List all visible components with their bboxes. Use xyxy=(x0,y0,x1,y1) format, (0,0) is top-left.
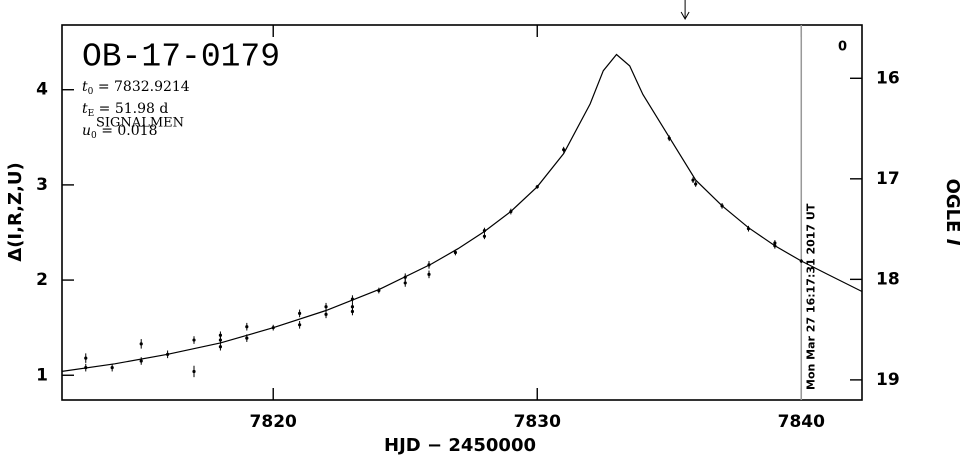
data-point xyxy=(218,338,223,342)
data-point xyxy=(192,338,196,342)
y-tick-label: 4 xyxy=(36,80,48,100)
data-point xyxy=(562,148,566,152)
param-text: = 51.98 d xyxy=(94,101,168,117)
data-point xyxy=(773,244,777,248)
param-sub: 0 xyxy=(88,87,94,97)
param-text: = 0.018 xyxy=(97,123,158,139)
chart-title: OB-17-0179 xyxy=(82,39,280,76)
x-tick-label: 7840 xyxy=(778,412,825,432)
data-point xyxy=(298,311,302,315)
data-point xyxy=(427,272,431,276)
y-tick-label: 2 xyxy=(36,270,48,290)
data-point xyxy=(691,178,695,182)
data-point xyxy=(84,356,88,360)
data-point xyxy=(245,325,249,329)
param-var: u xyxy=(82,123,91,139)
signal-label: SIGNALMEN xyxy=(96,116,184,131)
x-axis-label: HJD − 2450000 xyxy=(384,435,536,456)
y-axis-label: Δ(I,R,Z,U) xyxy=(5,162,26,261)
model-line xyxy=(62,53,862,372)
param-text: = 7832.9214 xyxy=(93,79,189,95)
data-point xyxy=(271,326,275,330)
y-tick-label: 1 xyxy=(36,365,48,385)
param-var: t xyxy=(82,79,88,95)
param: t0 = 7832.9214 xyxy=(82,79,190,97)
data-point xyxy=(192,369,196,374)
data-point xyxy=(139,342,143,346)
y2-tick-label: 18 xyxy=(876,269,900,289)
data-point xyxy=(350,309,355,314)
date-label: Mon Mar 27 16:17:31 2017 UT xyxy=(804,203,817,390)
data-point xyxy=(84,366,88,370)
data-point xyxy=(350,305,355,309)
data-point xyxy=(166,352,170,356)
data-point xyxy=(746,227,751,231)
data-point xyxy=(218,345,223,349)
param-var: t xyxy=(82,101,88,117)
plot-frame xyxy=(61,24,863,401)
data-point xyxy=(139,359,143,363)
data-point xyxy=(245,336,249,340)
data-point xyxy=(694,182,698,186)
y-tick-label: 3 xyxy=(36,175,48,195)
data-point xyxy=(482,234,487,238)
param-sub: E xyxy=(88,109,95,119)
y2-tick-label: 17 xyxy=(876,169,900,189)
data-point xyxy=(482,228,487,233)
x-tick-label: 7830 xyxy=(514,412,561,432)
data-point xyxy=(667,136,671,140)
corner-label: 0 xyxy=(838,40,847,55)
data-point xyxy=(377,288,381,293)
y2-label-italic: I xyxy=(942,239,963,246)
data-point xyxy=(218,333,223,337)
data-point xyxy=(298,323,302,327)
data-point xyxy=(403,281,407,285)
y2-axis-label: OGLE I xyxy=(942,179,963,246)
data-point xyxy=(110,366,114,370)
data-point xyxy=(799,259,803,263)
data-point xyxy=(720,204,724,208)
y2-label-text: OGLE xyxy=(942,179,963,239)
arrow-head xyxy=(680,11,690,21)
param: u0 = 0.018 xyxy=(82,123,157,141)
data-point xyxy=(403,275,407,279)
data-point xyxy=(453,250,457,255)
param-sub: 0 xyxy=(91,131,97,141)
data-point xyxy=(535,185,539,189)
data-point xyxy=(509,209,513,214)
x-tick-label: 7820 xyxy=(250,412,297,432)
data-point xyxy=(350,297,355,301)
y2-tick-label: 16 xyxy=(876,68,900,88)
data-point xyxy=(324,312,328,316)
data-point xyxy=(324,305,328,309)
data-point xyxy=(427,263,431,267)
y2-tick-label: 19 xyxy=(876,370,900,390)
param: tE = 51.98 d xyxy=(82,101,168,119)
